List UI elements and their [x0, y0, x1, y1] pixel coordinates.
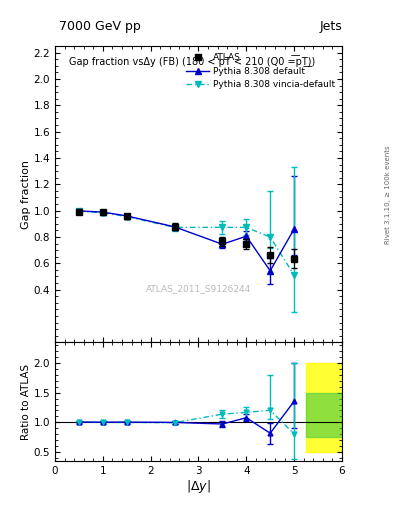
Legend: ATLAS, Pythia 8.308 default, Pythia 8.308 vincia-default: ATLAS, Pythia 8.308 default, Pythia 8.30…: [184, 51, 338, 92]
X-axis label: $|\Delta y|$: $|\Delta y|$: [186, 478, 211, 496]
Text: ATLAS_2011_S9126244: ATLAS_2011_S9126244: [146, 285, 251, 293]
Bar: [306, 363, 342, 452]
Text: Jets: Jets: [319, 20, 342, 33]
Y-axis label: Gap fraction: Gap fraction: [21, 160, 31, 229]
Text: Gap fraction vsΔy (FB) (180 < pT < 210 (Q0 =͞pT͟)): Gap fraction vsΔy (FB) (180 < pT < 210 (…: [70, 55, 316, 67]
Bar: [306, 393, 342, 437]
Y-axis label: Ratio to ATLAS: Ratio to ATLAS: [21, 364, 31, 440]
Text: 7000 GeV pp: 7000 GeV pp: [59, 20, 141, 33]
Text: Rivet 3.1.10, ≥ 100k events: Rivet 3.1.10, ≥ 100k events: [385, 145, 391, 244]
